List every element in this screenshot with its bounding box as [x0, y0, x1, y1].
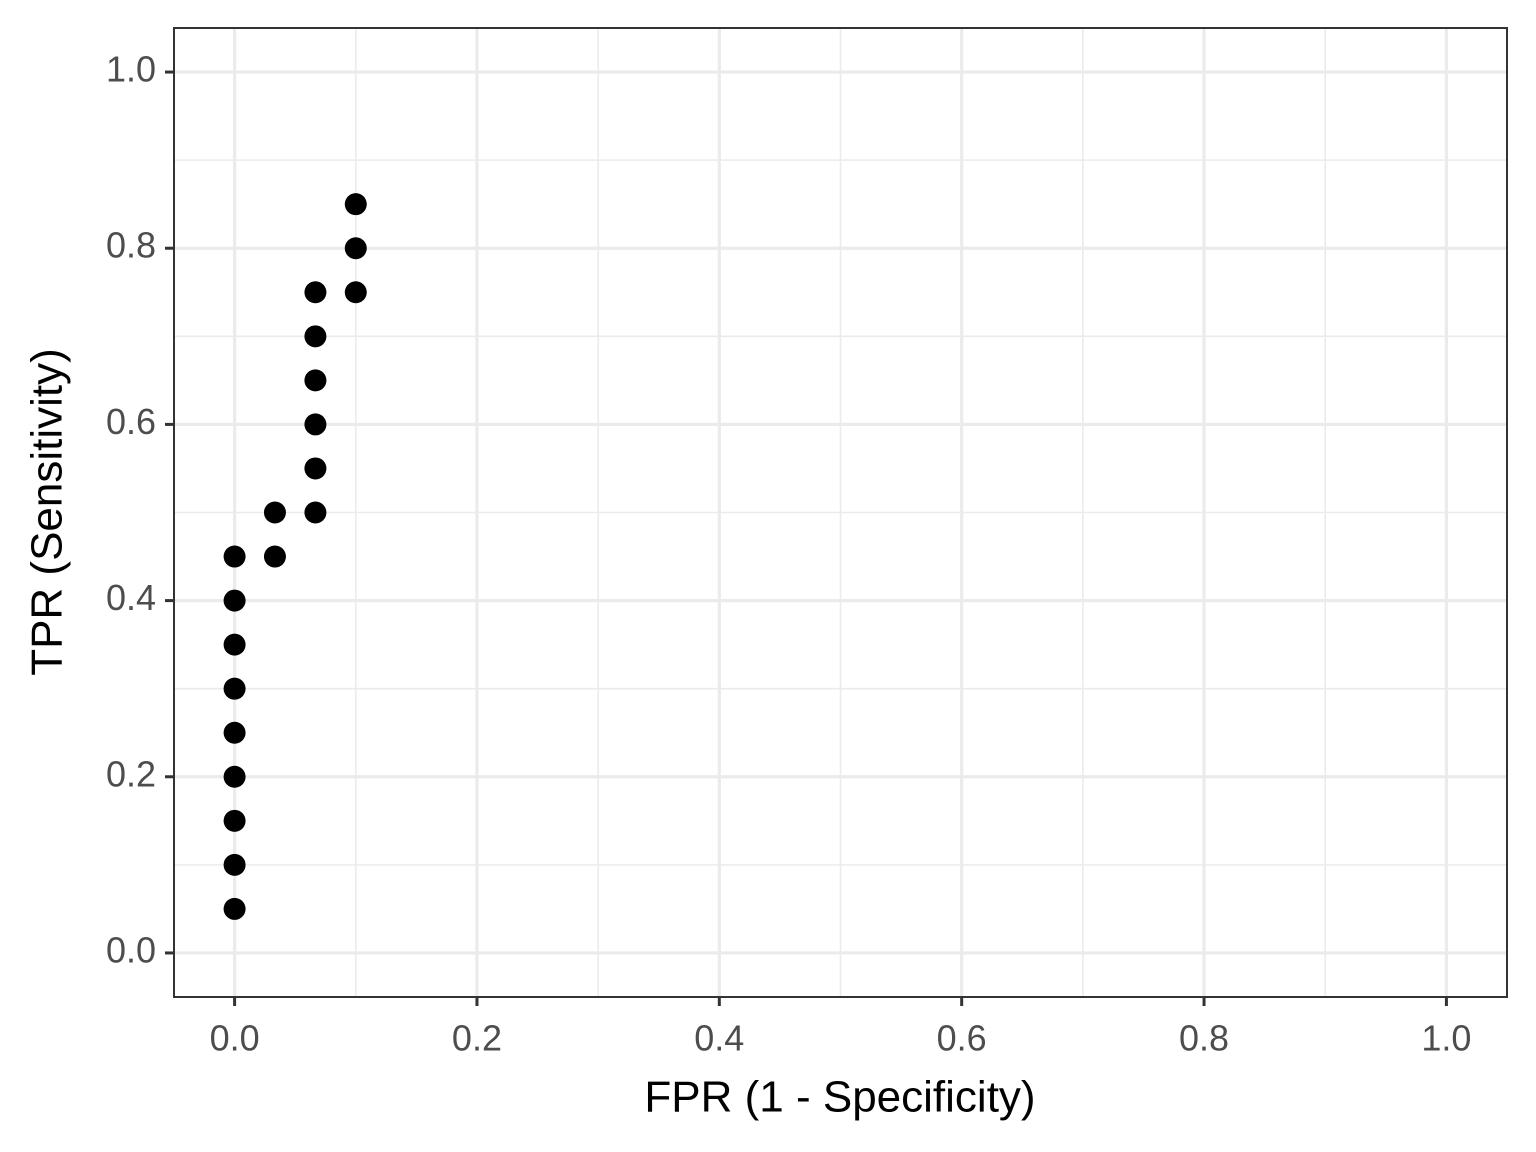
point: [263, 501, 286, 524]
point: [344, 281, 367, 304]
point: [223, 545, 246, 568]
x-tick-label: 0.2: [452, 1018, 502, 1059]
y-tick-label: 0.6: [106, 401, 156, 442]
y-tick-label: 0.2: [106, 753, 156, 794]
point: [304, 413, 327, 436]
x-tick-label: 0.0: [210, 1018, 260, 1059]
point: [304, 457, 327, 480]
panel-border: [173, 27, 1508, 998]
point: [223, 897, 246, 920]
point: [223, 677, 246, 700]
point: [263, 545, 286, 568]
point: [304, 325, 327, 348]
y-axis-title: TPR (Sensitivity): [23, 348, 72, 676]
point: [223, 721, 246, 744]
point: [304, 501, 327, 524]
point: [344, 237, 367, 260]
point: [304, 369, 327, 392]
point: [223, 589, 246, 612]
y-tick-label: 0.0: [106, 929, 156, 970]
point: [304, 281, 327, 304]
y-tick-label: 0.8: [106, 225, 156, 266]
point: [223, 633, 246, 656]
x-axis-title: FPR (1 - Specificity): [644, 1073, 1035, 1122]
y-tick-label: 1.0: [106, 49, 156, 90]
point: [223, 809, 246, 832]
x-tick-label: 0.4: [694, 1018, 744, 1059]
x-tick-label: 1.0: [1421, 1018, 1471, 1059]
x-tick-label: 0.6: [937, 1018, 987, 1059]
point: [344, 193, 367, 216]
point: [223, 765, 246, 788]
x-tick-label: 0.8: [1179, 1018, 1229, 1059]
y-tick-label: 0.4: [106, 577, 156, 618]
point: [223, 853, 246, 876]
